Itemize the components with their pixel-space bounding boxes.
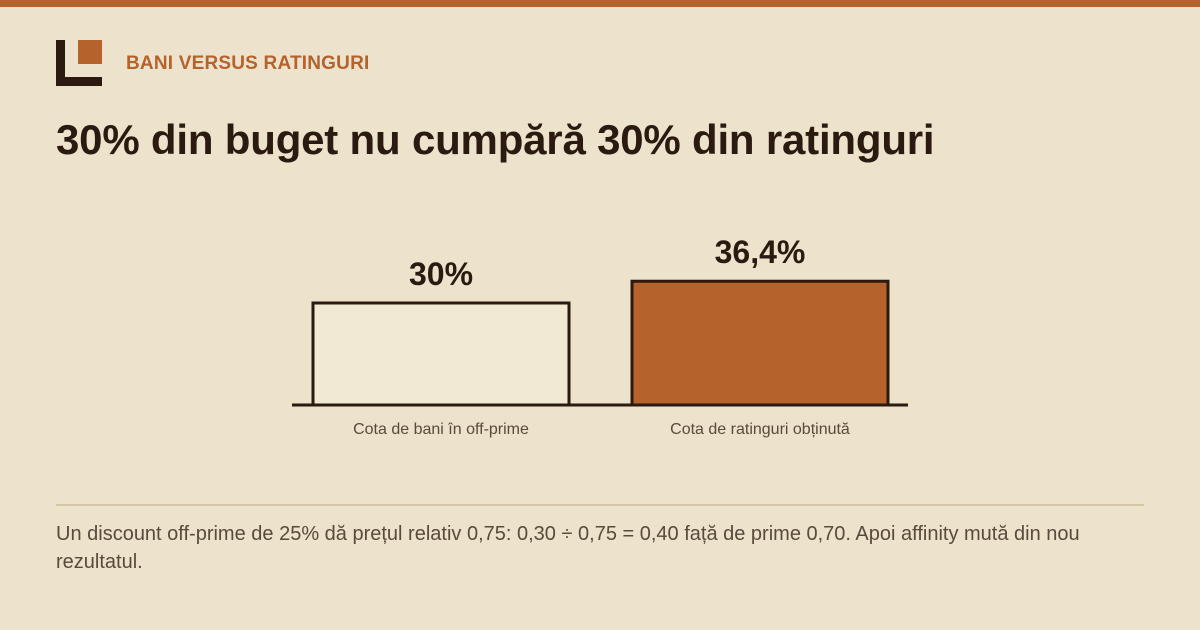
bar-value-label-1: 30% <box>409 256 473 292</box>
bar-value-label-2: 36,4% <box>715 234 806 270</box>
footnote: Un discount off-prime de 25% dă prețul r… <box>56 523 1080 573</box>
bar-2 <box>630 279 890 407</box>
logo-icon <box>56 40 102 86</box>
divider <box>56 504 1144 506</box>
top-accent-bar <box>0 0 1200 7</box>
bar-1 <box>311 301 571 407</box>
category-label-1: Cota de bani în off-prime <box>353 421 529 438</box>
section-kicker: BANI VERSUS RATINGURI <box>126 53 370 74</box>
page-title: 30% din buget nu cumpără 30% din ratingu… <box>56 116 935 163</box>
category-label-2: Cota de ratinguri obținută <box>670 421 850 438</box>
